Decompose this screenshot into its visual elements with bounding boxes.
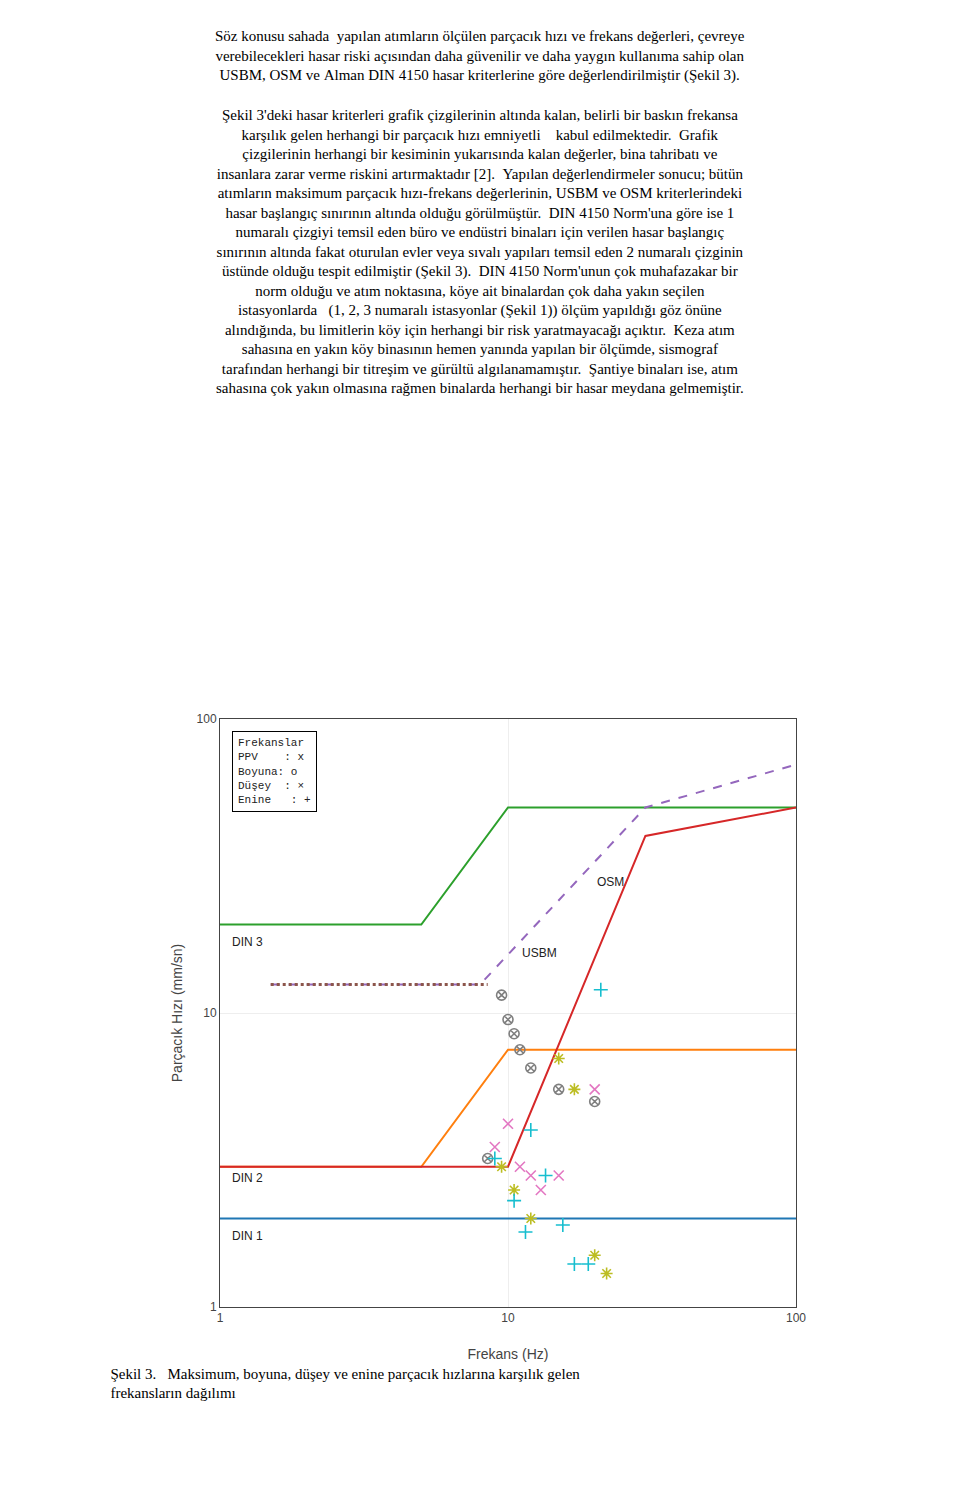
svg-text:10: 10 [501, 1311, 515, 1325]
svg-text:100: 100 [197, 712, 217, 726]
svg-text:100: 100 [786, 1311, 806, 1325]
svg-text:1: 1 [217, 1311, 224, 1325]
svg-text:OSM: OSM [597, 875, 624, 889]
svg-text:DIN 3: DIN 3 [232, 935, 263, 949]
svg-text:DIN 2: DIN 2 [232, 1171, 263, 1185]
svg-text:USBM: USBM [522, 946, 557, 960]
svg-text:DIN 1: DIN 1 [232, 1229, 263, 1243]
svg-text:Frekans (Hz): Frekans (Hz) [468, 1346, 549, 1362]
svg-text:1: 1 [210, 1300, 217, 1314]
svg-text:Şekil 3'deki hasar kriterleri: Şekil 3'deki hasar kriterleri grafik çiz… [216, 107, 744, 396]
svg-text:10: 10 [203, 1006, 217, 1020]
svg-text:FrekanslarPPV : xBoyuna: oD: FrekanslarPPV : xBoyuna: oDüşey : ×Enine… [238, 737, 311, 806]
svg-text:Şekil 3. Maksimum, boyuna, d: Şekil 3. Maksimum, boyuna, düşey ve enin… [110, 1366, 580, 1402]
svg-text:Parçacık Hızı (mm/sn): Parçacık Hızı (mm/sn) [169, 944, 185, 1082]
svg-text:Söz konusu sahada yapılan atı: Söz konusu sahada yapılan atımların ölçü… [215, 28, 745, 84]
